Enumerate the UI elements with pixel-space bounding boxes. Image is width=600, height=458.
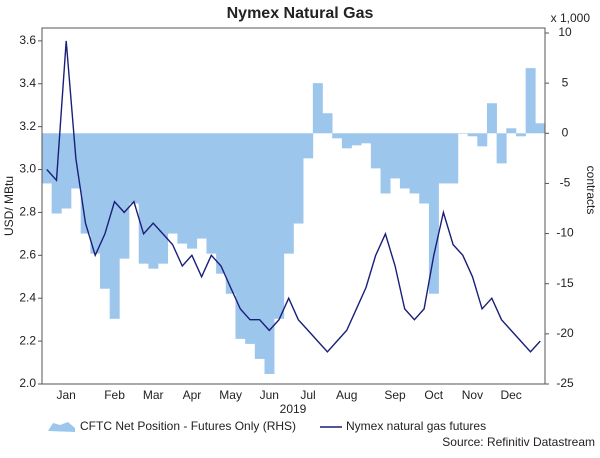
x-tick-label: Nov [462,388,483,402]
bar [409,133,420,194]
bar [254,133,265,359]
bar [390,133,401,179]
x-tick-label: Feb [104,388,125,402]
bar [322,113,333,134]
y2-axis-label: contracts [584,166,598,215]
bar [380,133,391,194]
bar [167,133,178,234]
bar [264,133,275,374]
bar [109,133,120,319]
y-tick-label: 2.6 [19,247,36,261]
x-tick-label: Dec [500,388,521,402]
bar [341,133,352,149]
bar [274,133,285,319]
y-tick-label: 3.2 [19,119,36,133]
bar [486,103,497,134]
y-axis-label: USD/ MBtu [2,176,16,236]
bar [245,133,256,344]
bar [283,133,294,254]
bar [119,133,130,259]
bar [216,133,227,274]
bar [61,133,72,209]
y-tick-label: 3.4 [19,76,36,90]
bar [351,133,362,146]
bar [293,133,304,224]
y-tick-label: 2.4 [19,290,36,304]
bar [196,133,207,239]
bar [235,133,246,339]
bar [467,133,478,137]
y-tick-label: 2.8 [19,205,36,219]
legend-label: CFTC Net Position - Futures Only (RHS) [80,419,296,433]
x-tick-label: May [219,388,242,402]
y2-tick-label: -10 [556,226,574,240]
x-tick-label: Oct [424,388,443,402]
x-tick-label: Sep [384,388,406,402]
x-axis-label: 2019 [280,402,307,416]
y-tick-label: 3.0 [19,162,36,176]
x-tick-label: Aug [336,388,357,402]
bar [138,133,149,264]
y2-tick-label: -15 [556,276,574,290]
bar [496,133,507,164]
bar [312,83,323,134]
bar [332,133,343,139]
bar [148,133,159,269]
bar [90,133,101,254]
bar [187,133,198,249]
bar [42,133,52,184]
bar [129,133,140,204]
y-tick-label: 2.0 [19,376,36,390]
y-tick-label: 2.2 [19,333,36,347]
x-tick-label: Mar [143,388,164,402]
bar [158,133,169,264]
bar [525,68,536,134]
y2-tick-label: 0 [562,125,569,139]
x-tick-label: Jul [300,388,315,402]
bar [535,123,546,134]
bar [361,133,372,144]
bar [177,133,188,244]
bar [303,133,314,159]
x-tick-label: Jun [260,388,279,402]
bar [448,133,459,184]
plot-frame [41,27,546,385]
y2-unit: x 1,000 [551,11,591,25]
source: Source: Refinitiv Datastream [442,435,595,449]
y2-tick-label: 10 [558,25,572,39]
bar [419,133,430,204]
x-tick-label: Apr [183,388,202,402]
bar [428,133,439,294]
bar [506,128,517,134]
bar [399,133,410,189]
y2-tick-label: -25 [556,376,574,390]
bar [515,133,526,137]
y2-tick-label: 5 [562,75,569,89]
bar [370,133,381,169]
y-tick-label: 3.6 [19,33,36,47]
legend-swatch [48,422,75,432]
chart-title: Nymex Natural Gas [227,5,374,22]
y2-tick-label: -5 [560,176,571,190]
x-tick-label: Jan [57,388,76,402]
y2-tick-label: -20 [556,326,574,340]
bar [457,133,468,134]
legend-label: Nymex natural gas futures [346,419,486,433]
bar [225,133,236,294]
bar [206,133,217,254]
line [46,40,541,353]
bar [438,133,449,184]
bar [477,133,488,147]
bar [100,133,111,289]
bar [80,133,91,234]
